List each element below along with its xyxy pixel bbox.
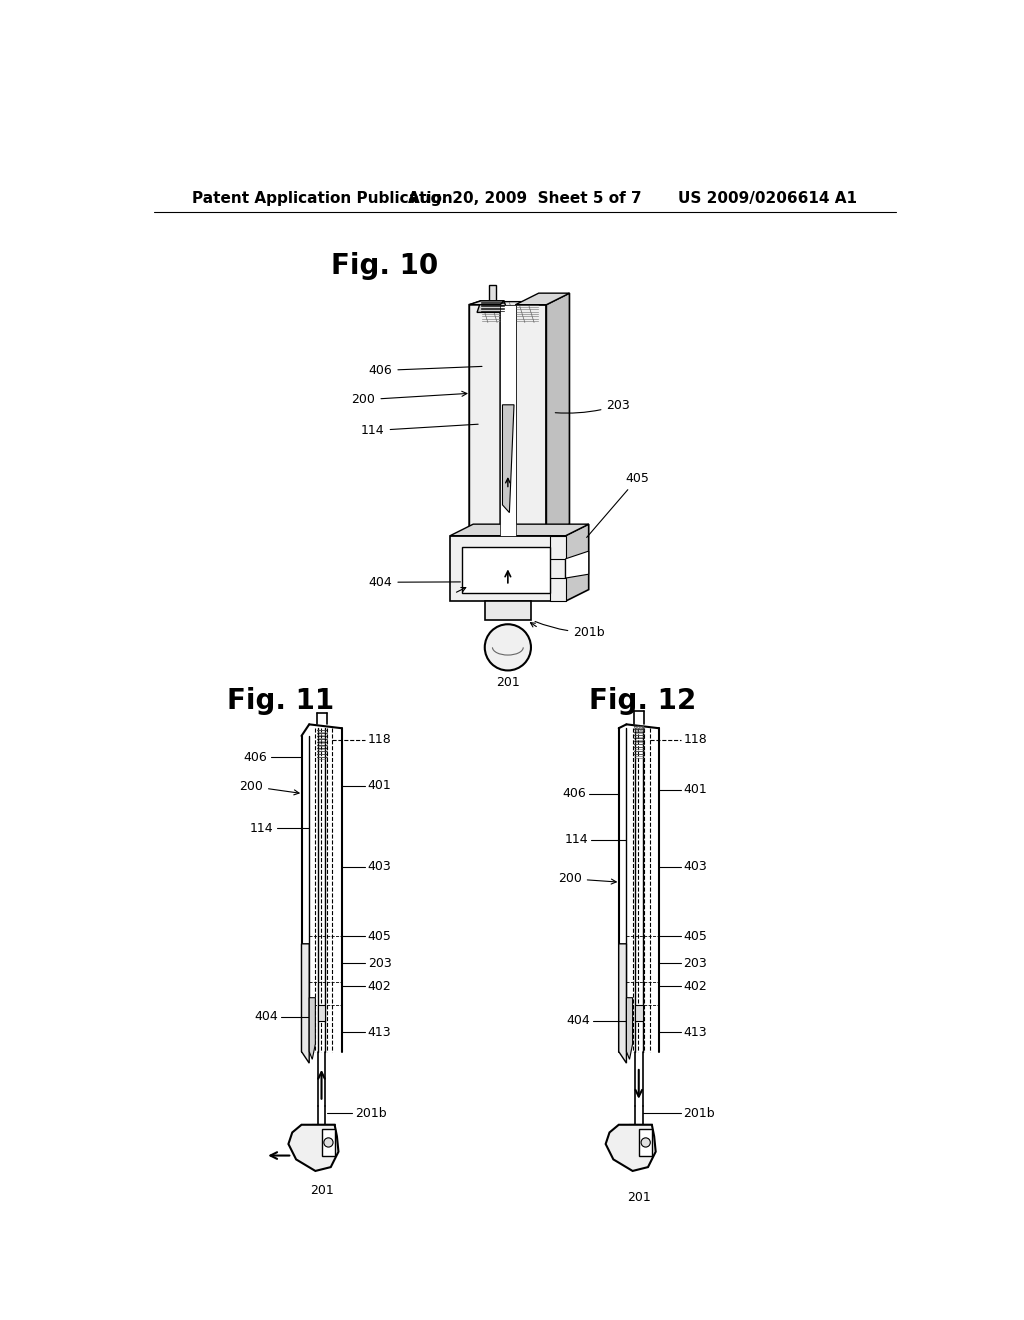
Text: 403: 403 [368, 861, 391, 874]
Text: 118: 118 [683, 733, 708, 746]
Polygon shape [462, 548, 550, 594]
Text: 201b: 201b [683, 1106, 715, 1119]
Text: 404: 404 [369, 576, 461, 589]
Polygon shape [547, 293, 569, 536]
Text: 404: 404 [566, 1014, 590, 1027]
Polygon shape [515, 305, 547, 536]
Polygon shape [503, 405, 514, 512]
Text: 406: 406 [562, 787, 587, 800]
Polygon shape [484, 601, 531, 620]
Polygon shape [317, 1006, 326, 1020]
Text: 201: 201 [627, 1192, 650, 1204]
Text: Fig. 12: Fig. 12 [589, 688, 696, 715]
Circle shape [484, 624, 531, 671]
Polygon shape [550, 578, 565, 601]
Polygon shape [322, 1129, 335, 1155]
Polygon shape [627, 998, 633, 1059]
Text: 413: 413 [683, 1026, 707, 1039]
Text: 200: 200 [558, 873, 616, 886]
Text: 405: 405 [587, 471, 649, 537]
Text: 413: 413 [368, 1026, 391, 1039]
Polygon shape [618, 944, 627, 1063]
Polygon shape [481, 301, 539, 536]
Text: 404: 404 [255, 1010, 279, 1023]
Text: 200: 200 [240, 780, 299, 795]
Text: 203: 203 [683, 957, 708, 970]
Text: 402: 402 [368, 979, 391, 993]
Polygon shape [309, 998, 315, 1059]
Text: Fig. 10: Fig. 10 [331, 252, 438, 280]
Polygon shape [469, 301, 504, 305]
Text: 405: 405 [368, 929, 391, 942]
Text: Fig. 11: Fig. 11 [227, 688, 334, 715]
Polygon shape [469, 305, 500, 540]
Text: 201: 201 [309, 1184, 334, 1197]
Circle shape [641, 1138, 650, 1147]
Text: Aug. 20, 2009  Sheet 5 of 7: Aug. 20, 2009 Sheet 5 of 7 [408, 191, 642, 206]
Text: 203: 203 [368, 957, 391, 970]
Polygon shape [289, 1125, 339, 1171]
Text: Patent Application Publication: Patent Application Publication [193, 191, 453, 206]
Text: 203: 203 [555, 399, 630, 413]
Polygon shape [451, 524, 589, 536]
Polygon shape [451, 536, 565, 601]
Text: 118: 118 [368, 733, 391, 746]
Text: 405: 405 [683, 929, 708, 942]
Text: US 2009/0206614 A1: US 2009/0206614 A1 [679, 191, 857, 206]
Text: 403: 403 [683, 861, 708, 874]
Polygon shape [639, 1129, 652, 1155]
Polygon shape [550, 536, 565, 558]
Text: 114: 114 [565, 833, 589, 846]
Polygon shape [488, 285, 497, 301]
Text: 402: 402 [683, 979, 708, 993]
Polygon shape [301, 944, 309, 1063]
Polygon shape [477, 301, 508, 313]
Text: 114: 114 [361, 424, 478, 437]
Polygon shape [605, 1125, 655, 1171]
Polygon shape [565, 552, 589, 578]
Polygon shape [635, 1006, 643, 1020]
Text: 201b: 201b [536, 622, 605, 639]
Text: 114: 114 [250, 822, 273, 834]
Text: 406: 406 [369, 364, 482, 378]
Polygon shape [515, 293, 569, 305]
Text: 401: 401 [683, 783, 708, 796]
Text: 406: 406 [244, 751, 267, 764]
Text: 201: 201 [496, 676, 520, 689]
Circle shape [324, 1138, 333, 1147]
Polygon shape [565, 524, 589, 601]
Text: 401: 401 [368, 779, 391, 792]
Text: 200: 200 [351, 391, 467, 407]
Polygon shape [500, 305, 515, 536]
Polygon shape [469, 301, 481, 540]
Text: 201b: 201b [354, 1106, 386, 1119]
